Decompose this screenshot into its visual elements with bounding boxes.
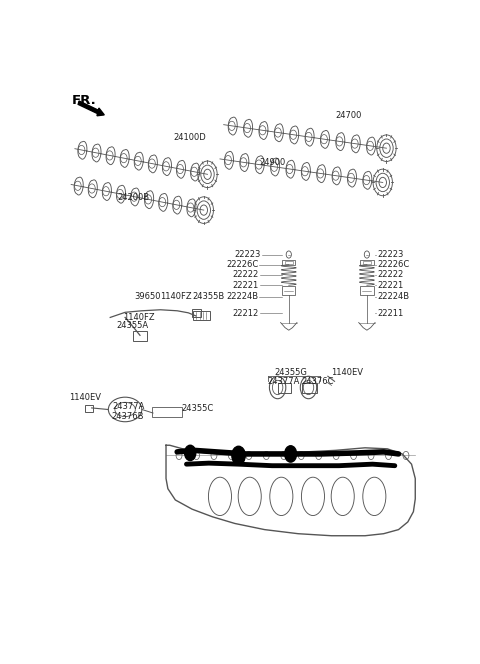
Bar: [132, 331, 147, 341]
Text: 22224B: 22224B: [377, 292, 409, 301]
Text: 24355C: 24355C: [181, 404, 213, 413]
Text: 24355G: 24355G: [274, 369, 307, 377]
Bar: [85, 405, 93, 412]
Text: 22223: 22223: [377, 250, 403, 259]
FancyArrow shape: [78, 101, 104, 116]
Bar: [363, 261, 371, 264]
Text: 24100D: 24100D: [173, 133, 206, 142]
Text: 1140EV: 1140EV: [69, 393, 101, 402]
Text: 39650: 39650: [134, 291, 161, 301]
Text: 24355B: 24355B: [192, 291, 224, 301]
Text: 24376C: 24376C: [301, 377, 334, 386]
Bar: [360, 260, 373, 265]
Text: 22226C: 22226C: [226, 260, 258, 270]
Bar: [282, 260, 296, 265]
Text: 24355A: 24355A: [117, 321, 149, 330]
Circle shape: [285, 446, 297, 462]
Text: 24700: 24700: [335, 111, 361, 120]
Text: 22211: 22211: [377, 309, 403, 318]
Text: 22222: 22222: [233, 270, 259, 280]
Text: 1140FZ: 1140FZ: [123, 313, 155, 321]
Circle shape: [185, 446, 196, 461]
Text: 24376B: 24376B: [111, 412, 144, 421]
Bar: [193, 311, 210, 320]
Text: 22221: 22221: [377, 281, 403, 290]
Text: 24377A: 24377A: [112, 402, 144, 411]
Text: 22226C: 22226C: [377, 260, 409, 270]
Text: 1140EV: 1140EV: [332, 369, 363, 377]
Bar: [302, 383, 317, 392]
Text: 22212: 22212: [233, 309, 259, 318]
Bar: [152, 407, 182, 417]
Text: 24377A: 24377A: [267, 377, 300, 386]
Bar: [285, 261, 292, 264]
Text: 22224B: 22224B: [226, 292, 258, 301]
Text: 24900: 24900: [259, 157, 285, 167]
Bar: [360, 286, 373, 295]
Text: 24200B: 24200B: [118, 193, 150, 203]
Text: FR.: FR.: [72, 94, 96, 107]
Text: 22223: 22223: [235, 250, 261, 259]
Bar: [282, 286, 296, 295]
Text: 22221: 22221: [233, 281, 259, 290]
Bar: [192, 309, 202, 317]
Text: 1140FZ: 1140FZ: [160, 291, 192, 301]
Circle shape: [232, 446, 245, 465]
Bar: [277, 383, 291, 392]
Text: 22222: 22222: [377, 270, 403, 280]
